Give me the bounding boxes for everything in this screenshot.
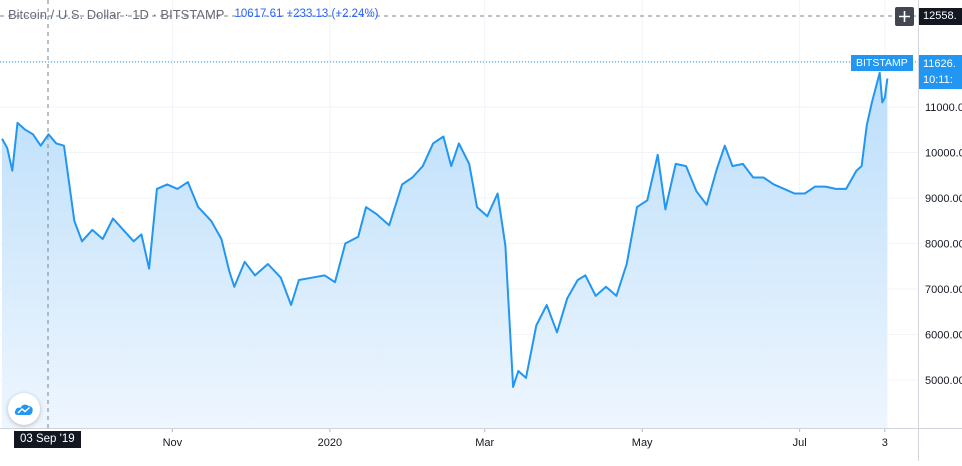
y-tick-label: 7000.00 xyxy=(925,284,962,296)
x-tick-label: 3 xyxy=(882,437,888,449)
last-price: 10617.61 xyxy=(234,8,283,20)
plus-icon[interactable] xyxy=(895,7,914,26)
y-tick-label: 8000.00 xyxy=(925,239,962,251)
tradingview-cloud-icon[interactable] xyxy=(8,393,40,425)
x-tick-label: 2020 xyxy=(318,437,342,449)
crosshair-price-label: 12558. xyxy=(919,8,962,25)
price-change: +233.13 (+2.24%) xyxy=(286,8,379,20)
y-tick-label: 11000.00 xyxy=(925,102,962,114)
y-tick-label: 9000.00 xyxy=(925,193,962,205)
y-tick-label: 10000.00 xyxy=(925,147,962,159)
tradingview-cloud-glyph xyxy=(14,404,33,415)
x-tick-label: Jul xyxy=(793,437,807,449)
x-tick-label: Nov xyxy=(163,437,183,449)
y-tick-label: 5000.00 xyxy=(925,375,962,387)
badge-countdown: 10:11: xyxy=(923,74,953,86)
x-tick-label: Mar xyxy=(475,437,494,449)
y-tick-label: 6000.00 xyxy=(925,330,962,342)
badge-price: 11626. xyxy=(923,58,956,70)
plus-icon-glyph xyxy=(899,11,910,22)
x-tick-label: May xyxy=(632,437,653,449)
chart-legend: Bitcoin / U.S. Dollar · 1D · BITSTAMP 10… xyxy=(8,5,379,23)
last-price-badge: 11626. 10:11: xyxy=(919,55,962,89)
crosshair-date-label: 03 Sep '19 xyxy=(14,431,81,448)
price-area-fill xyxy=(2,72,888,429)
price-series-line xyxy=(1,71,889,388)
symbol-title[interactable]: Bitcoin / U.S. Dollar · 1D · BITSTAMP xyxy=(8,6,225,22)
source-tag: BITSTAMP xyxy=(851,55,913,71)
